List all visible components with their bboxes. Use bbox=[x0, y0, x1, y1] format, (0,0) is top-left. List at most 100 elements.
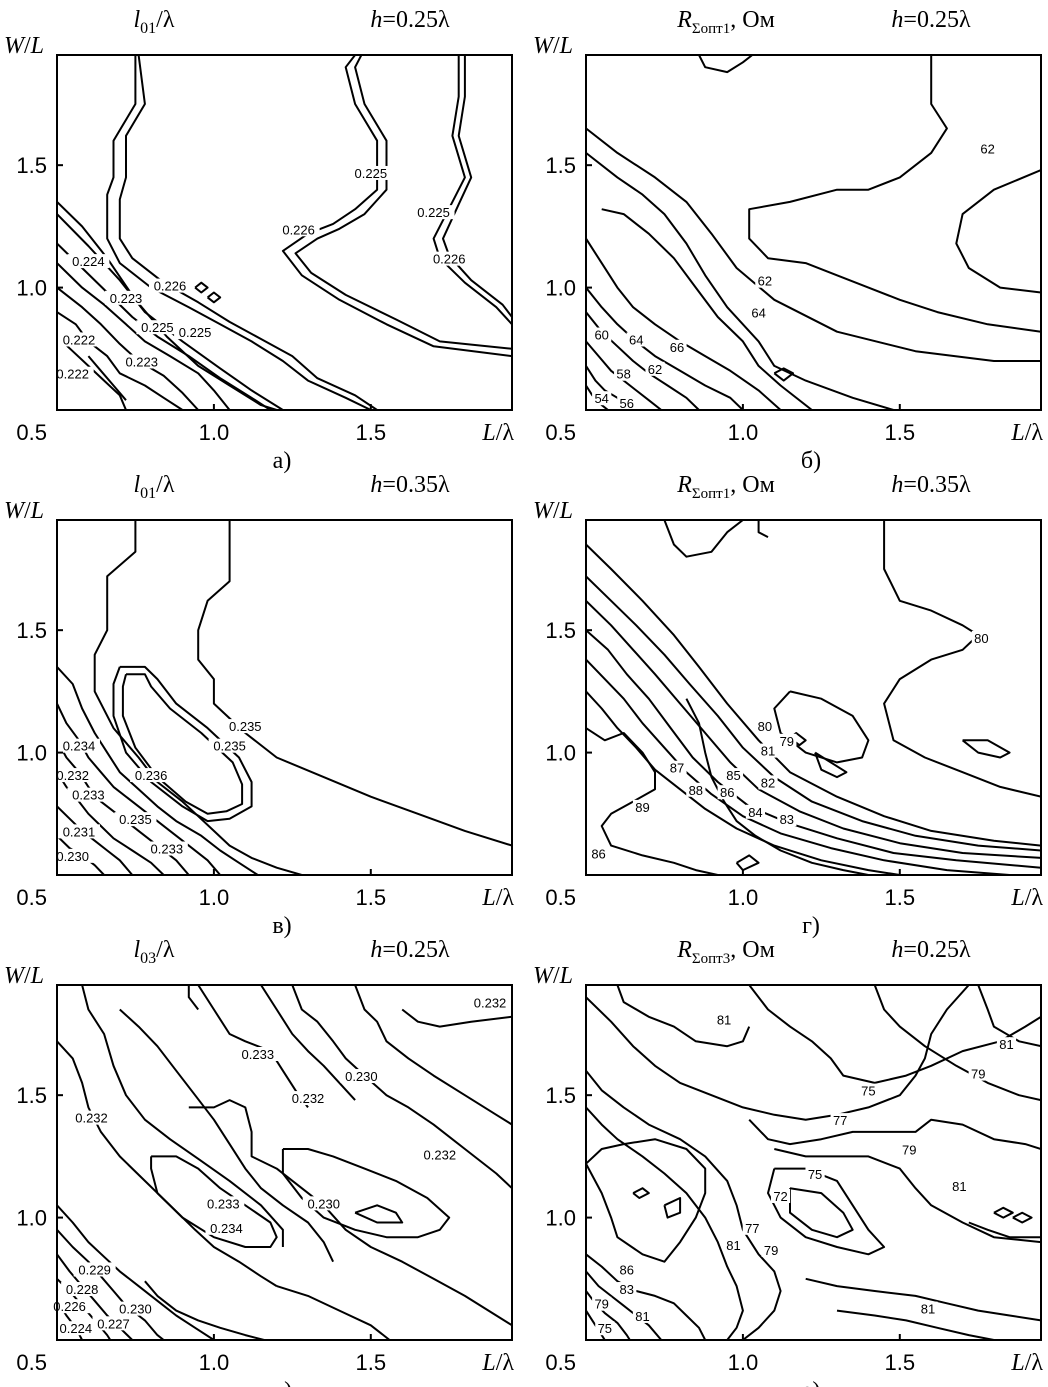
contour-line bbox=[112, 665, 253, 823]
panel-sublabel: е) bbox=[802, 1378, 821, 1387]
contour-level-label: 86 bbox=[591, 846, 605, 861]
contour-label-bg bbox=[136, 320, 179, 335]
contour-label-bg bbox=[614, 366, 634, 381]
contour-line bbox=[260, 985, 356, 1101]
contour-level-label: 0.222 bbox=[56, 367, 89, 382]
contour-level-label: 0.232 bbox=[424, 1147, 457, 1162]
contour-level-label: 77 bbox=[745, 1221, 759, 1236]
plot-frame bbox=[56, 519, 513, 876]
contour-label-bg bbox=[632, 799, 653, 814]
contour-level-label: 75 bbox=[808, 1167, 822, 1182]
contour-level-label: 56 bbox=[620, 396, 634, 411]
contour-label-bg bbox=[205, 1220, 248, 1235]
contour-label-bg bbox=[236, 1047, 279, 1061]
contour-level-label: 0.227 bbox=[97, 1316, 130, 1331]
contour-line bbox=[632, 1187, 650, 1199]
contour-level-label: 83 bbox=[780, 812, 794, 827]
contour-level-label: 0.236 bbox=[135, 768, 168, 783]
contour-label-bg bbox=[758, 775, 778, 790]
contour-line bbox=[586, 985, 970, 1121]
contour-label-bg bbox=[208, 738, 251, 753]
panel-title: l03/λ bbox=[134, 937, 175, 967]
contour-level-label: 62 bbox=[758, 274, 772, 289]
contour-lines bbox=[586, 985, 1041, 1340]
contour-line bbox=[57, 335, 127, 410]
contour-level-label: 0.235 bbox=[119, 812, 152, 827]
contour-line bbox=[663, 1197, 682, 1219]
contour-level-label: 81 bbox=[635, 1309, 649, 1324]
contour-level-label: 0.225 bbox=[417, 205, 450, 220]
contour-label-bg bbox=[626, 332, 646, 347]
x-tick-label: 0.5 bbox=[16, 420, 47, 445]
contour-line bbox=[586, 1253, 707, 1340]
panel-title: l01/λ bbox=[134, 472, 175, 502]
contour-panel-a: 0.224 0.223 0.226 0.225 0.225 0.222 0.222 0.223… bbox=[4, 7, 514, 474]
contour-panel-b: 62 62 64 60 64 66 62 58 54 56 RΣопт1, Ом h=0.25λ W/L… bbox=[533, 7, 1043, 474]
contour-label-bg bbox=[777, 733, 797, 748]
contour-level-label: 64 bbox=[751, 306, 765, 321]
contour-label-bg bbox=[617, 1262, 637, 1277]
contour-line bbox=[748, 985, 1041, 1084]
contour-level-label: 64 bbox=[629, 332, 643, 347]
contour-lines bbox=[586, 520, 1041, 875]
contour-level-label: 0.232 bbox=[75, 1111, 108, 1126]
y-axis-label: W/L bbox=[4, 498, 44, 524]
contour-level-label: 0.226 bbox=[53, 1299, 86, 1314]
contour-label-bg bbox=[770, 1189, 791, 1203]
contour-level-label: 79 bbox=[594, 1297, 608, 1312]
x-axis-label: L/λ bbox=[481, 885, 514, 911]
contour-label-bg bbox=[57, 824, 100, 839]
contour-level-label: 81 bbox=[921, 1302, 935, 1317]
x-tick-label: 1.0 bbox=[199, 420, 230, 445]
contour-level-label: 0.233 bbox=[151, 842, 184, 857]
contour-label-bg bbox=[302, 1196, 345, 1211]
contour-label-bg bbox=[148, 278, 191, 293]
contour-line bbox=[961, 739, 1011, 759]
y-tick-label: 1.0 bbox=[16, 741, 47, 766]
contour-level-label: 81 bbox=[952, 1179, 966, 1194]
y-tick-label: 1.0 bbox=[16, 1206, 47, 1231]
contour-label-bg bbox=[145, 841, 188, 856]
contour-level-label: 83 bbox=[620, 1282, 634, 1297]
y-axis-label: W/L bbox=[533, 498, 573, 524]
contour-label-bg bbox=[996, 1037, 1017, 1052]
contour-level-label: 0.233 bbox=[72, 788, 105, 803]
contour-label-bg bbox=[632, 1308, 653, 1323]
contour-label-bg bbox=[73, 1262, 116, 1277]
contour-level-label: 60 bbox=[594, 328, 608, 343]
contour-level-label: 66 bbox=[670, 340, 684, 355]
contour-level-label: 81 bbox=[717, 1013, 731, 1028]
plot-frame bbox=[585, 984, 1042, 1341]
contour-line bbox=[968, 1221, 1041, 1239]
contour-line bbox=[773, 367, 795, 382]
x-tick-label: 0.5 bbox=[16, 1350, 47, 1375]
x-axis-label: L/λ bbox=[481, 420, 514, 446]
y-axis-label: W/L bbox=[4, 33, 44, 59]
contour-line bbox=[57, 1204, 215, 1340]
contour-label-bg bbox=[202, 1196, 245, 1211]
contour-line bbox=[121, 673, 244, 815]
contour-level-label: 81 bbox=[726, 1238, 740, 1253]
y-tick-label: 1.0 bbox=[545, 741, 576, 766]
contour-line bbox=[698, 55, 753, 74]
panel-sublabel: б) bbox=[801, 448, 821, 474]
panel-title: RΣопт1, Ом bbox=[676, 7, 775, 37]
contour-line bbox=[57, 201, 277, 410]
contour-line bbox=[442, 55, 512, 318]
contour-line bbox=[757, 520, 769, 538]
contour-label-bg bbox=[67, 254, 110, 269]
contour-line bbox=[432, 55, 512, 325]
panel-sublabel: в) bbox=[272, 913, 291, 939]
contour-line bbox=[197, 985, 309, 1108]
contour-label-bg bbox=[588, 846, 609, 861]
contour-line bbox=[57, 242, 271, 410]
contour-label-bg bbox=[67, 787, 110, 802]
y-axis-label: W/L bbox=[533, 963, 573, 989]
contour-label-bg bbox=[51, 848, 94, 863]
x-axis-label: L/λ bbox=[1010, 885, 1043, 911]
x-tick-label: 0.5 bbox=[545, 885, 576, 910]
contour-line bbox=[586, 600, 1041, 859]
contour-label-bg bbox=[54, 1321, 97, 1336]
y-tick-label: 1.5 bbox=[545, 618, 576, 643]
contour-label-bg bbox=[761, 1242, 781, 1257]
